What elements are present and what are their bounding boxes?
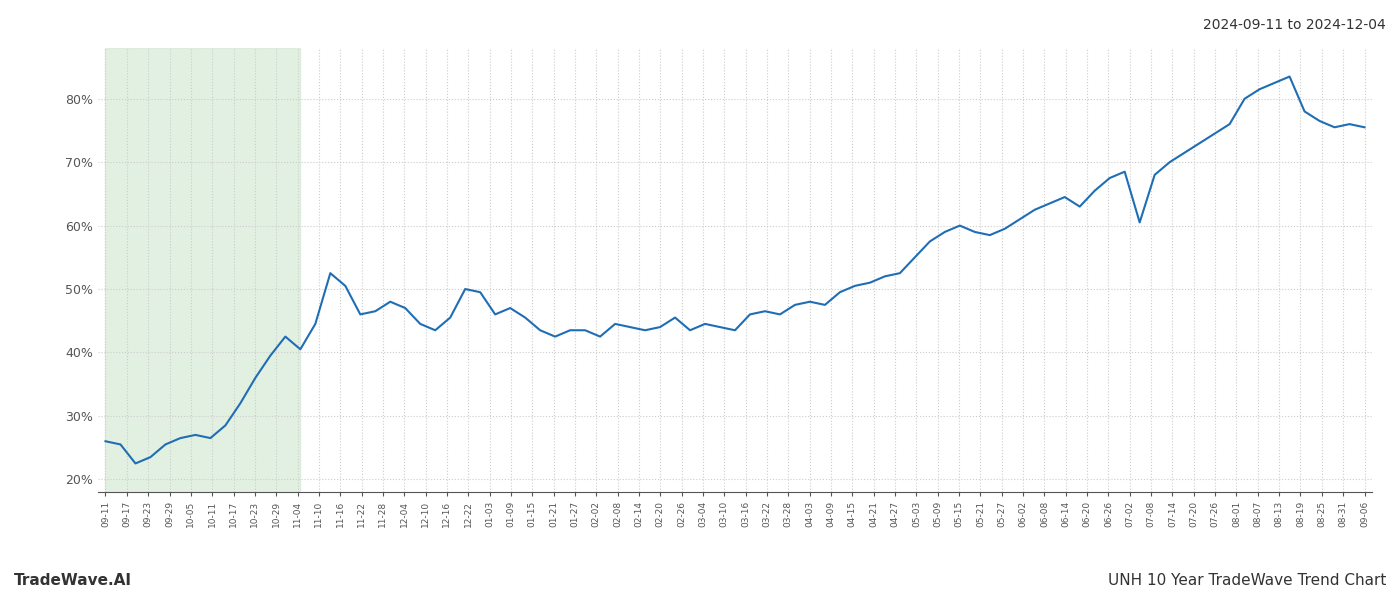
Text: UNH 10 Year TradeWave Trend Chart: UNH 10 Year TradeWave Trend Chart — [1107, 573, 1386, 588]
Text: TradeWave.AI: TradeWave.AI — [14, 573, 132, 588]
Bar — [105, 48, 301, 492]
Text: 2024-09-11 to 2024-12-04: 2024-09-11 to 2024-12-04 — [1203, 18, 1386, 32]
